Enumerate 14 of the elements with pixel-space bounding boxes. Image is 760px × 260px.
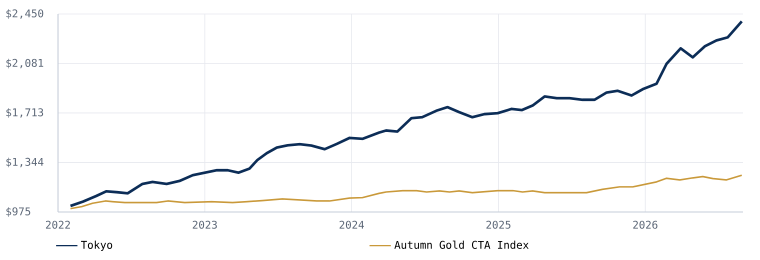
y-tick-label: $975 [6,207,30,217]
line-series [70,174,743,210]
x-tick-label: 2024 [340,220,364,229]
y-tick-label: $2,081 [6,58,44,68]
legend-label: Tokyo [81,240,112,251]
y-tick-label: $1,713 [6,108,44,118]
x-tick-label: 2025 [486,220,510,229]
x-tick-label: 2026 [633,220,658,229]
y-tick-label: $1,344 [6,158,44,168]
legend-label: Autumn Gold CTA Index [394,240,529,249]
line-series [69,20,743,208]
x-tick-label: 2023 [192,220,217,229]
y-tick-label: $2,450 [6,9,44,19]
x-tick-label: 2022 [46,220,70,229]
